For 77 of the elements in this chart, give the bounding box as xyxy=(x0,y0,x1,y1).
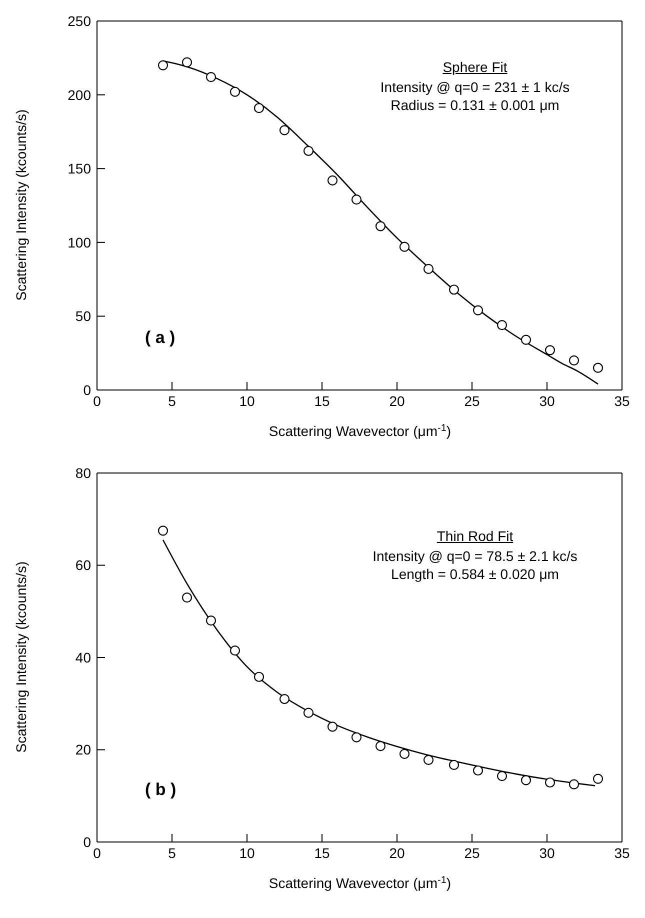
y-tick-label: 150 xyxy=(68,160,92,177)
x-tick-label: 0 xyxy=(93,392,102,409)
y-tick-label: 0 xyxy=(83,382,92,398)
annotation: ( b ) xyxy=(145,780,176,800)
x-tick-label: 35 xyxy=(614,844,630,861)
x-tick-label: 0 xyxy=(93,844,102,861)
x-axis-title: Scattering Wavevector (μm$^{-1}$) xyxy=(268,874,452,891)
point xyxy=(496,770,508,782)
x-tick-label: 15 xyxy=(314,392,330,409)
x-tick-label: 5 xyxy=(168,392,176,409)
annotation: Thin Rod Fit xyxy=(436,527,514,545)
point xyxy=(399,748,410,759)
x-tick-label: 15 xyxy=(314,844,330,861)
point xyxy=(423,754,434,765)
point xyxy=(544,777,556,788)
point xyxy=(375,221,386,232)
x-tick-label: 30 xyxy=(539,392,555,409)
point xyxy=(158,60,168,70)
point xyxy=(520,775,532,786)
point xyxy=(375,741,386,752)
y-tick-label: 60 xyxy=(75,557,92,574)
x-tick-label: 20 xyxy=(389,844,405,861)
x-tick-label: 10 xyxy=(239,392,255,409)
point xyxy=(592,362,604,373)
x-tick-label: 30 xyxy=(539,844,555,861)
x-tick-label: 25 xyxy=(464,392,480,409)
point xyxy=(158,526,168,536)
x-tick-label: 35 xyxy=(614,392,630,409)
point xyxy=(448,284,460,295)
x-axis-title: Scattering Wavevector (μm$^{-1}$) xyxy=(268,422,452,439)
point xyxy=(230,86,240,97)
point xyxy=(423,264,434,274)
y-tick-label: 80 xyxy=(75,464,92,481)
point xyxy=(303,708,314,718)
point xyxy=(206,72,216,82)
point xyxy=(279,694,290,704)
point xyxy=(544,345,556,356)
point xyxy=(254,103,264,114)
y-tick-label: 250 xyxy=(68,12,92,29)
point xyxy=(448,760,460,770)
point xyxy=(182,57,192,68)
x-tick-label: 25 xyxy=(464,844,480,861)
point xyxy=(472,305,484,316)
point xyxy=(472,765,484,776)
annotation: Intensity @ q=0 = 78.5 ± 2.1 kc/s xyxy=(372,547,578,565)
point xyxy=(182,592,192,603)
point xyxy=(327,175,338,186)
point xyxy=(399,242,410,252)
point xyxy=(496,320,508,330)
point xyxy=(592,774,604,784)
x-tick-label: 10 xyxy=(239,844,255,861)
point xyxy=(279,125,290,136)
annotation: Sphere Fit xyxy=(442,58,508,76)
point xyxy=(327,722,338,732)
point xyxy=(351,194,362,205)
point xyxy=(303,146,314,156)
y-tick-label: 20 xyxy=(75,742,92,758)
y-axis-title: Scattering Intensity (kcounts/s) xyxy=(13,561,29,753)
point xyxy=(568,355,580,366)
x-tick-label: 20 xyxy=(389,392,405,409)
annotation: Length = 0.584 ± 0.020 μm xyxy=(390,565,560,583)
point xyxy=(254,672,264,682)
y-tick-label: 100 xyxy=(68,234,92,250)
y-tick-label: 0 xyxy=(83,834,92,850)
point xyxy=(351,732,362,742)
y-tick-label: 40 xyxy=(75,649,92,666)
annotation: Radius = 0.131 ± 0.001 μm xyxy=(390,96,560,114)
annotation: ( a ) xyxy=(145,328,176,348)
point xyxy=(520,334,532,345)
y-tick-label: 200 xyxy=(68,86,92,103)
y-tick-label: 50 xyxy=(75,308,92,324)
point xyxy=(206,616,216,626)
point xyxy=(568,779,580,790)
y-axis-title: Scattering Intensity (kcounts/s) xyxy=(13,109,29,301)
point xyxy=(230,646,240,656)
x-tick-label: 5 xyxy=(168,844,176,861)
annotation: Intensity @ q=0 = 231 ± 1 kc/s xyxy=(379,78,571,96)
